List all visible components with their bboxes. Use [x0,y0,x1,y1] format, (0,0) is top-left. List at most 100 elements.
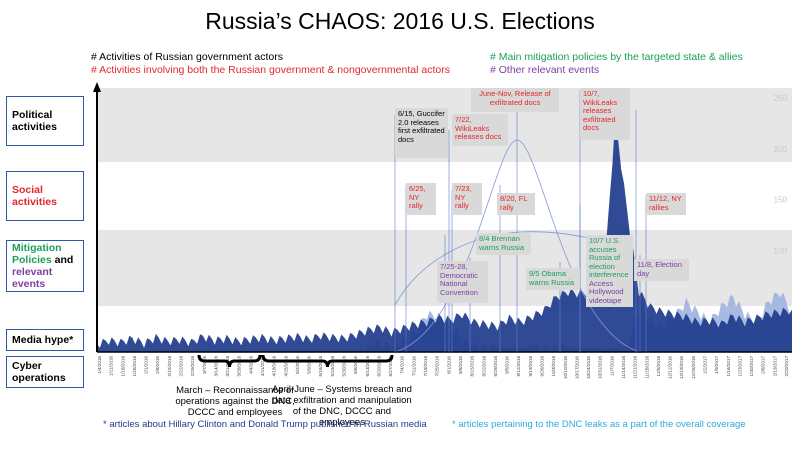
event-label-r820: 8/20, FL rally [500,194,528,212]
event-box-june_nov: June-Nov, Release of exfiltrated docs [471,88,559,112]
event-label-r625: 6/25, NY rally [409,184,426,210]
event-box-fo-us_accuses: 10/7 U.S. accuses Russia of election int… [589,236,629,305]
x-tick-label-59: 2/20/2017 [784,356,789,377]
legend-gov-nongov: # Activities involving both the Russian … [91,64,450,76]
x-tick-label-0: 1/4/2016 [97,356,102,374]
event-box-bg-june_nov [471,88,559,112]
x-tick-label-2: 1/18/2016 [120,356,125,377]
y-axis-arrow [93,82,101,92]
x-tick-label-3: 1/25/2016 [132,356,137,377]
x-tick-label-35: 9/5/2016 [505,356,510,374]
row-label-media-text: Media hype* [12,334,74,346]
x-tick-label-19: 5/16/2016 [318,356,323,377]
x-tick-label-55: 1/23/2017 [737,356,742,377]
x-tick-label-37: 9/19/2016 [528,356,533,377]
x-tick-label-4: 2/1/2016 [144,356,149,374]
row-and-word: and [54,254,74,266]
x-tick-label-11: 3/21/2016 [225,356,230,377]
event-label-june_nov: June-Nov, Release of exfiltrated docs [479,89,551,107]
event-box-fo-r820: 8/20, FL rally [500,194,528,212]
event-label-r723: 7/23, NY rally [455,184,472,210]
cyber-op-april-june: April-June – Systems breach and data exf… [272,384,412,428]
x-tick-label-33: 8/22/2016 [481,356,486,377]
x-tick-label-36: 9/12/2016 [516,356,521,377]
y-tick-label-0: 100 [774,246,788,255]
event-box-election: 11/8, Election day [634,259,689,281]
event-box-dnc: 7/25-28, Democratic National Convention [437,261,488,303]
event-box-bg-r625 [406,183,436,215]
y-tick-label-3: 250 [774,94,788,103]
x-tick-label-38: 9/26/2016 [540,356,545,377]
x-tick-label-43: 10/31/2016 [598,356,603,379]
x-tick-label-41: 10/17/2016 [574,356,579,379]
event-box-bg-r1112 [646,193,686,215]
event-box-bg-dnc [437,261,488,303]
legend-other: # Other relevant events [490,64,600,76]
x-tick-label-12: 3/28/2016 [237,356,242,377]
x-tick-label-54: 1/16/2017 [726,356,731,377]
x-tick-label-42: 10/24/2016 [586,356,591,379]
cyber-brace-march [197,354,262,368]
x-tick-label-5: 2/8/2016 [155,356,160,374]
event-box-fo-obama: 9/5 Obama warns Russia [529,269,574,286]
event-box-bg-election [634,259,689,281]
legend-russian-gov: # Activities of Russian government actor… [91,51,284,63]
event-box-guccifer: 6/15, Guccifer 2.0 releases first exfilt… [395,108,448,158]
x-tick-label-48: 12/5/2016 [656,356,661,377]
x-tick-label-39: 10/3/2016 [551,356,556,377]
event-label-dnc: 7/25-28, Democratic National Convention [440,262,478,297]
legend-mitigation: # Main mitigation policies by the target… [490,51,743,63]
event-box-fo-june_nov: June-Nov, Release of exfiltrated docs [479,89,551,107]
row-label-political-text: Political activities [12,109,57,133]
x-tick-label-40: 10/10/2016 [563,356,568,379]
x-tick-label-24: 6/20/2016 [377,356,382,377]
event-box-bg-r820 [497,193,535,215]
row-mitigation-word: Mitigation [12,242,62,254]
event-box-fo-dnc: 7/25-28, Democratic National Convention [440,262,478,297]
row-relevant-events-word: relevant events [12,266,53,290]
chart-title: Russia’s CHAOS: 2016 U.S. Elections [205,8,595,34]
x-tick-label-14: 4/11/2016 [260,356,265,377]
event-box-bg-wl722 [452,114,508,146]
event-box-fo-guccifer: 6/15, Guccifer 2.0 releases first exfilt… [398,109,445,143]
event-box-r820: 8/20, FL rally [497,193,535,215]
footnote-dnc: * articles pertaining to the DNC leaks a… [452,419,746,430]
event-box-wl107: 10/7, WikiLeaks releases exfiltrated doc… [580,88,630,140]
event-box-r1112: 11/12, NY rallies [646,193,686,215]
event-label-us_accuses: 10/7 U.S. accuses Russia of election int… [589,236,629,305]
event-box-brennan: 8/4 Brennan warns Russia [476,233,531,255]
event-label-wl722: 7/22, WikiLeaks releases docs [455,115,502,141]
row-label-social: Social activities [6,171,84,221]
x-tick-label-25: 6/27/2016 [388,356,393,377]
cyber-brace-april-june [261,354,394,368]
event-label-brennan: 8/4 Brennan warns Russia [479,234,525,252]
x-tick-label-26: 7/4/2016 [400,356,405,374]
event-box-obama: 9/5 Obama warns Russia [526,268,580,290]
footnote-articles: * articles about Hillary Clinton and Don… [103,419,427,430]
event-box-bg-brennan [476,233,531,255]
x-tick-label-20: 5/23/2016 [330,356,335,377]
x-tick-label-46: 11/21/2016 [633,356,638,379]
x-tick-label-44: 11/7/2016 [609,356,614,377]
event-box-fo-brennan: 8/4 Brennan warns Russia [479,234,525,252]
x-tick-label-32: 8/15/2016 [470,356,475,377]
x-tick-label-58: 2/13/2017 [772,356,777,377]
event-label-wl107: 10/7, WikiLeaks releases exfiltrated doc… [583,89,618,132]
event-box-wl722: 7/22, WikiLeaks releases docs [452,114,508,146]
x-tick-label-29: 7/25/2016 [435,356,440,377]
x-tick-label-30: 8/1/2016 [446,356,451,374]
x-tick-label-6: 2/15/2016 [167,356,172,377]
event-box-fo-election: 11/8, Election day [637,260,682,277]
event-box-bg-wl107 [580,88,630,140]
y-tick-label-1: 150 [774,196,788,205]
x-tick-label-49: 12/12/2016 [668,356,673,379]
x-tick-label-21: 5/30/2016 [342,356,347,377]
event-box-r723: 7/23, NY rally [452,183,482,215]
x-tick-label-47: 11/28/2016 [644,356,649,379]
x-tick-label-15: 4/18/2016 [272,356,277,377]
row-label-cyber-text: Cyber operations [12,360,66,384]
row-label-social-text: Social activities [12,184,57,208]
event-box-bg-obama [526,268,580,290]
x-tick-label-1: 1/11/2016 [109,356,114,377]
